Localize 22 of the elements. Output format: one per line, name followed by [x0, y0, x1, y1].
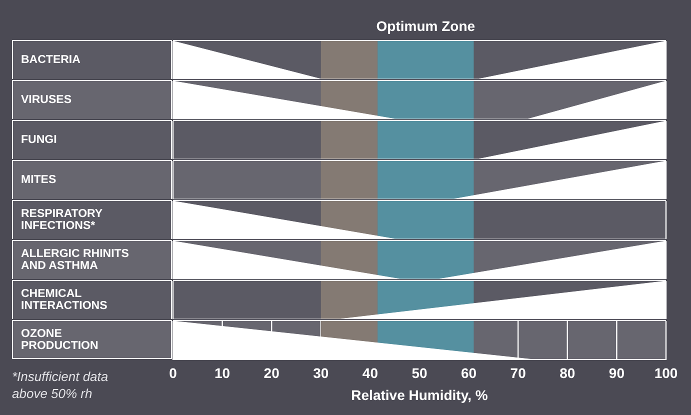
x-tick-label: 20 [264, 364, 280, 381]
y-axis-title: BACTERIA [21, 54, 82, 66]
x-tick-label: 100 [654, 364, 678, 381]
text: *Insufficient data above 50% rh [12, 368, 110, 402]
y-axis-title: MITES [21, 174, 58, 186]
x-tick-label: 60 [461, 364, 477, 381]
x-tick-label: 80 [560, 364, 576, 381]
y-axis-title: VIRUSES [21, 94, 72, 106]
x-tick-label: 90 [608, 364, 625, 381]
band-label: Optimum Zone [376, 18, 476, 34]
y-axis-title: RESPIRATORY INFECTIONS* [21, 208, 104, 232]
x-tick-label: 30 [313, 364, 329, 381]
y-axis-title: CHEMICAL INTERACTIONS [21, 288, 108, 312]
y-axis-title: OZONE PRODUCTION [21, 328, 100, 352]
x-tick-label: 70 [510, 364, 526, 381]
x-tick-label: 0 [169, 364, 178, 381]
x-axis-title: Relative Humidity, % [351, 387, 488, 403]
y-axis-title: ALLERGIC RHINITS AND ASTHMA [21, 248, 130, 272]
x-tick-label: 50 [412, 364, 428, 381]
y-axis-title: FUNGI [21, 134, 58, 146]
x-tick-label: 10 [214, 364, 230, 381]
x-tick-label: 40 [362, 364, 378, 381]
